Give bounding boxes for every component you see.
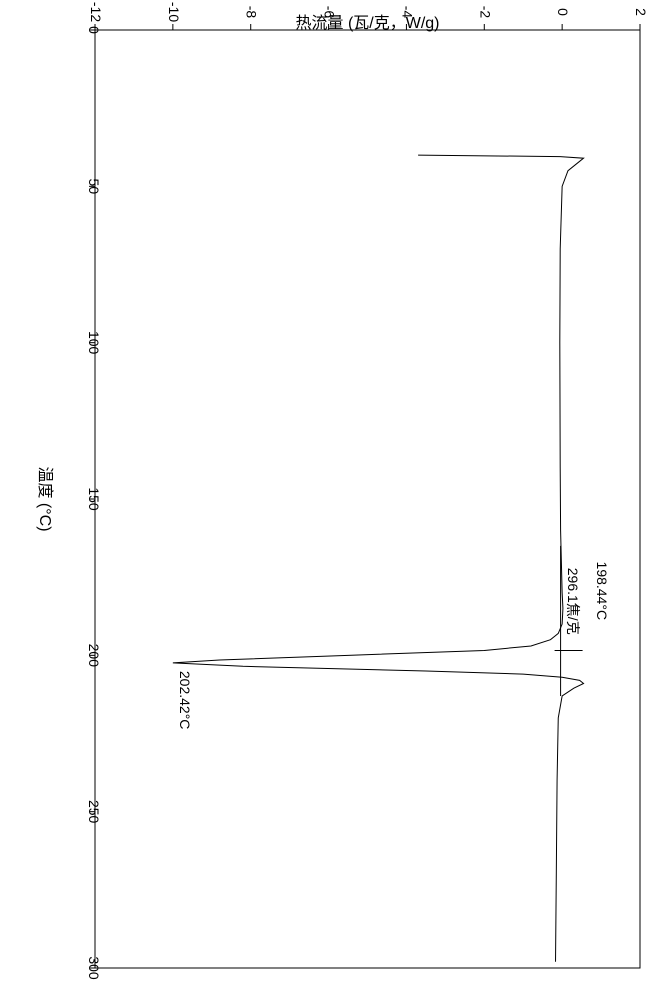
svg-text:-2: -2: [477, 6, 493, 19]
onset-temperature-label: 198.44°C: [594, 562, 610, 621]
svg-text:-12: -12: [88, 2, 104, 22]
svg-text:-8: -8: [244, 6, 260, 19]
x-axis-ticks: 0 50 100 150 200 250 300: [86, 26, 102, 980]
svg-text:-10: -10: [166, 2, 182, 22]
peak-temperature-label: 202.42°C: [177, 671, 193, 730]
svg-text:50: 50: [86, 179, 102, 195]
dsc-chart: 050100150200250300 -12-10-8-6-4-202 温度 (…: [0, 0, 671, 1000]
enthalpy-label: 296.1焦/克: [565, 568, 581, 635]
dsc-curve: [173, 155, 584, 962]
svg-text:100: 100: [86, 331, 102, 355]
svg-text:150: 150: [86, 487, 102, 511]
svg-text:0: 0: [86, 26, 102, 34]
svg-text:200: 200: [86, 644, 102, 668]
svg-text:250: 250: [86, 800, 102, 824]
svg-text:300: 300: [86, 956, 102, 980]
svg-text:2: 2: [633, 8, 649, 16]
plot-border: [95, 30, 640, 968]
y-axis-label: 热流量 (瓦/克，W/g): [296, 14, 440, 32]
svg-text:0: 0: [555, 8, 571, 16]
x-axis-label: 温度 (°C): [36, 466, 54, 531]
